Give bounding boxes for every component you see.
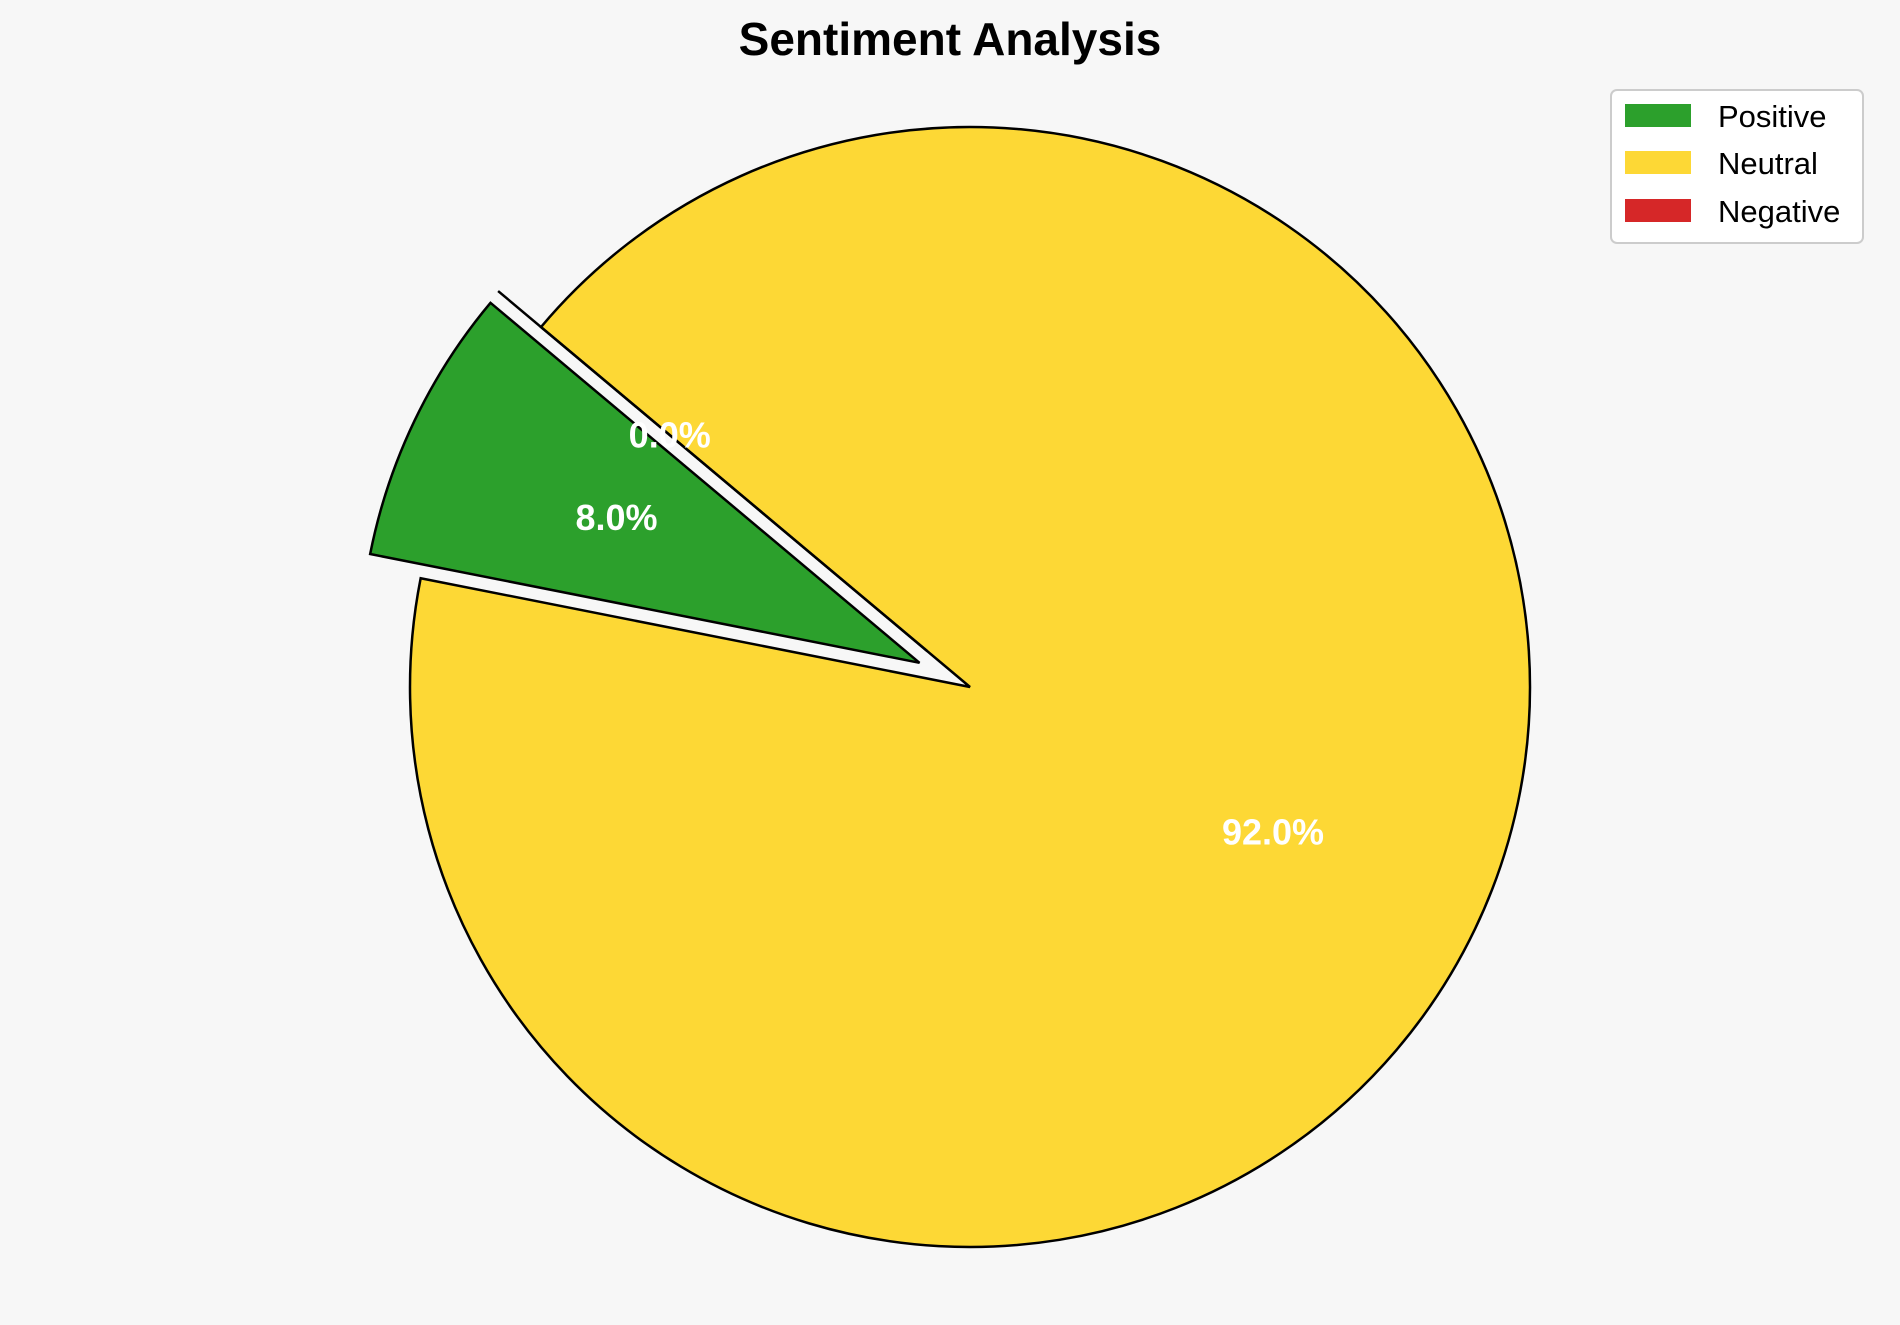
labels-layer: 8.0% 92.0% 0.0% (575, 415, 1324, 853)
pie-slice-negative (497, 290, 928, 652)
legend-label-neutral: Neutral (1718, 146, 1818, 181)
legend-label-negative: Negative (1718, 194, 1840, 229)
pie-slice-positive (368, 301, 921, 665)
slice-label-positive: 8.0% (575, 497, 657, 538)
legend: Positive Neutral Negative (1610, 89, 1864, 244)
legend-swatch-positive (1625, 104, 1691, 127)
slices-layer (368, 125, 1532, 1249)
legend-label-positive: Positive (1718, 99, 1827, 134)
slice-label-neutral: 92.0% (1222, 812, 1324, 853)
pie-slice-neutral (408, 125, 1532, 1249)
legend-swatch-negative (1625, 199, 1691, 222)
chart-title: Sentiment Analysis (739, 13, 1162, 65)
legend-swatch-neutral (1625, 151, 1691, 174)
slice-label-negative: 0.0% (629, 415, 711, 456)
